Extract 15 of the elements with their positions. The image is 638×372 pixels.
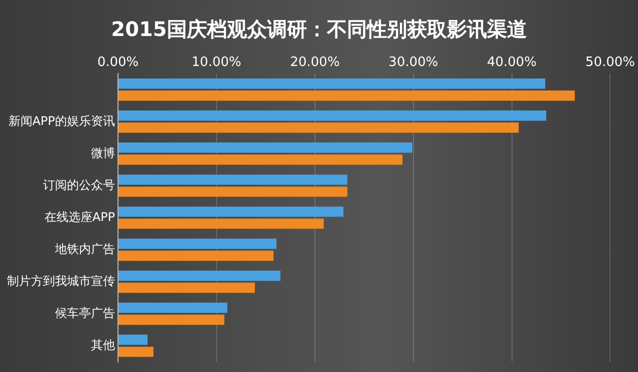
- x-tick-label: 30.00%: [388, 55, 438, 70]
- y-tick-label: 制片方到我城市宣传: [7, 274, 115, 288]
- chart-title: 2015国庆档观众调研：不同性别获取影讯渠道: [110, 16, 528, 43]
- y-tick-label: 地铁内广告: [54, 242, 115, 256]
- y-tick-label: 其他: [91, 338, 115, 352]
- x-tick-label: 50.00%: [585, 55, 636, 70]
- y-tick-label: 在线选座APP: [44, 210, 115, 224]
- y-tick-label: 新闻APP的娱乐资讯: [8, 114, 115, 128]
- x-tick-label: 0.00%: [97, 55, 139, 70]
- y-tick-label: 微博: [91, 146, 115, 160]
- x-tick-label: 20.00%: [290, 55, 340, 70]
- x-tick-label: 40.00%: [486, 55, 537, 70]
- y-tick-label: 候车亭广告: [55, 306, 115, 320]
- x-tick-label: 10.00%: [192, 55, 242, 70]
- y-tick-label: 订阅的公众号: [43, 178, 115, 192]
